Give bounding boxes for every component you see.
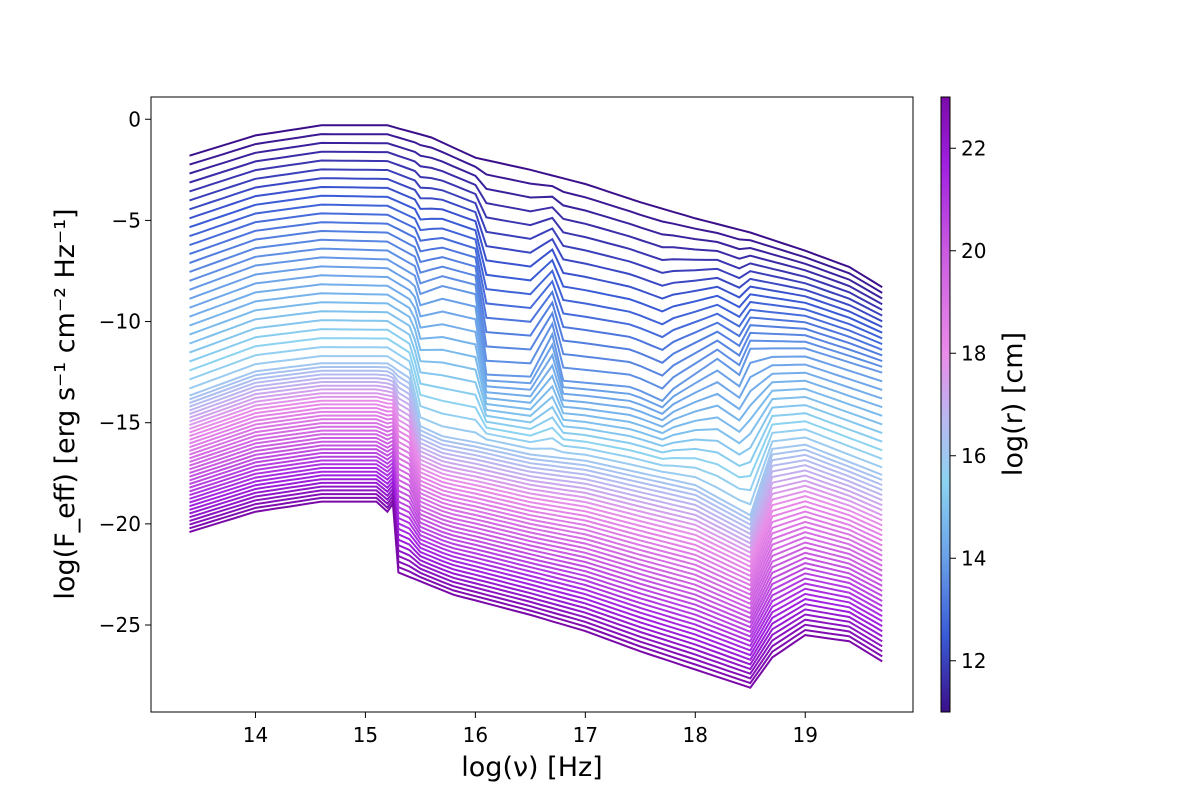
colorbar-tick-label: 20 — [961, 239, 986, 263]
series-line — [189, 481, 883, 666]
series-line — [189, 440, 883, 615]
y-tick-label: 0 — [128, 107, 141, 131]
series-line — [189, 274, 883, 415]
series-line — [189, 489, 883, 675]
x-axis-ticks: 14 15 16 17 18 19 — [243, 712, 818, 747]
series-line — [189, 337, 883, 479]
colorbar-tick-label: 16 — [961, 444, 986, 468]
series-line — [189, 256, 883, 403]
series-line — [189, 150, 883, 306]
series-line — [189, 493, 883, 680]
series-line — [189, 377, 883, 536]
series-line — [189, 463, 883, 643]
series-line — [189, 407, 883, 573]
colorbar-tick-label: 22 — [961, 136, 986, 160]
y-axis-label: log(F_eff) [erg s⁻¹ cm⁻² Hz⁻¹] — [50, 208, 81, 599]
series-line — [189, 177, 883, 323]
series-line — [189, 381, 883, 541]
series-line — [189, 369, 883, 527]
series-line — [189, 141, 883, 300]
series-group — [189, 124, 883, 689]
series-line — [189, 301, 883, 435]
x-axis-label: log(ν) [Hz] — [461, 752, 602, 783]
series-line — [189, 418, 883, 587]
series-line — [189, 384, 883, 545]
series-line — [189, 229, 883, 364]
series-line — [189, 247, 883, 390]
series-line — [189, 459, 883, 638]
x-tick-label: 14 — [243, 723, 268, 747]
series-line — [189, 448, 883, 624]
series-line — [189, 399, 883, 564]
series-line — [189, 433, 883, 606]
colorbar-ticks: 12 14 16 18 20 22 — [950, 136, 986, 673]
series-line — [189, 485, 883, 671]
series-line — [189, 437, 883, 610]
series-line — [189, 496, 883, 685]
series-line — [189, 238, 883, 377]
series-line — [189, 212, 883, 346]
y-tick-label: −25 — [99, 613, 141, 637]
colorbar-tick-label: 12 — [961, 649, 986, 673]
series-line — [189, 392, 883, 554]
y-tick-label: −20 — [99, 512, 141, 536]
y-tick-label: −10 — [99, 310, 141, 334]
series-line — [189, 388, 883, 550]
series-line — [189, 395, 883, 559]
series-line — [189, 403, 883, 568]
x-tick-label: 16 — [463, 723, 488, 747]
series-line — [189, 470, 883, 652]
series-line — [189, 425, 883, 596]
series-line — [189, 124, 883, 289]
series-line — [189, 319, 883, 456]
series-line — [189, 168, 883, 317]
x-tick-label: 19 — [793, 723, 818, 747]
series-line — [189, 373, 883, 531]
x-tick-label: 17 — [573, 723, 598, 747]
series-line — [189, 159, 883, 311]
series-line — [189, 292, 883, 428]
series-line — [189, 474, 883, 657]
series-line — [189, 429, 883, 601]
series-line — [189, 194, 883, 334]
colorbar-tick-label: 18 — [961, 341, 986, 365]
series-line — [189, 500, 883, 689]
series-line — [189, 452, 883, 629]
colorbar-tick-label: 14 — [961, 546, 986, 570]
colorbar-label: log(r) [cm] — [998, 332, 1029, 476]
series-line — [189, 366, 883, 522]
series-line — [189, 478, 883, 662]
series-line — [189, 346, 883, 492]
series-line — [189, 444, 883, 620]
series-line — [189, 455, 883, 634]
series-line — [189, 310, 883, 445]
series-line — [189, 221, 883, 352]
series-line — [189, 185, 883, 328]
series-line — [189, 133, 883, 294]
y-axis-ticks: 0 −5 −10 −15 −20 −25 — [99, 107, 151, 637]
y-tick-label: −15 — [99, 411, 141, 435]
series-line — [189, 422, 883, 592]
series-line — [189, 283, 883, 422]
x-tick-label: 18 — [683, 723, 708, 747]
colorbar — [940, 96, 951, 713]
series-line — [189, 203, 883, 340]
y-tick-label: −5 — [112, 208, 141, 232]
series-line — [189, 467, 883, 648]
series-line — [189, 362, 883, 517]
series-line — [189, 328, 883, 468]
series-line — [189, 410, 883, 578]
series-line — [189, 265, 883, 409]
series-line — [189, 354, 883, 506]
x-tick-label: 15 — [353, 723, 378, 747]
series-line — [189, 414, 883, 582]
plot-frame — [150, 96, 914, 713]
